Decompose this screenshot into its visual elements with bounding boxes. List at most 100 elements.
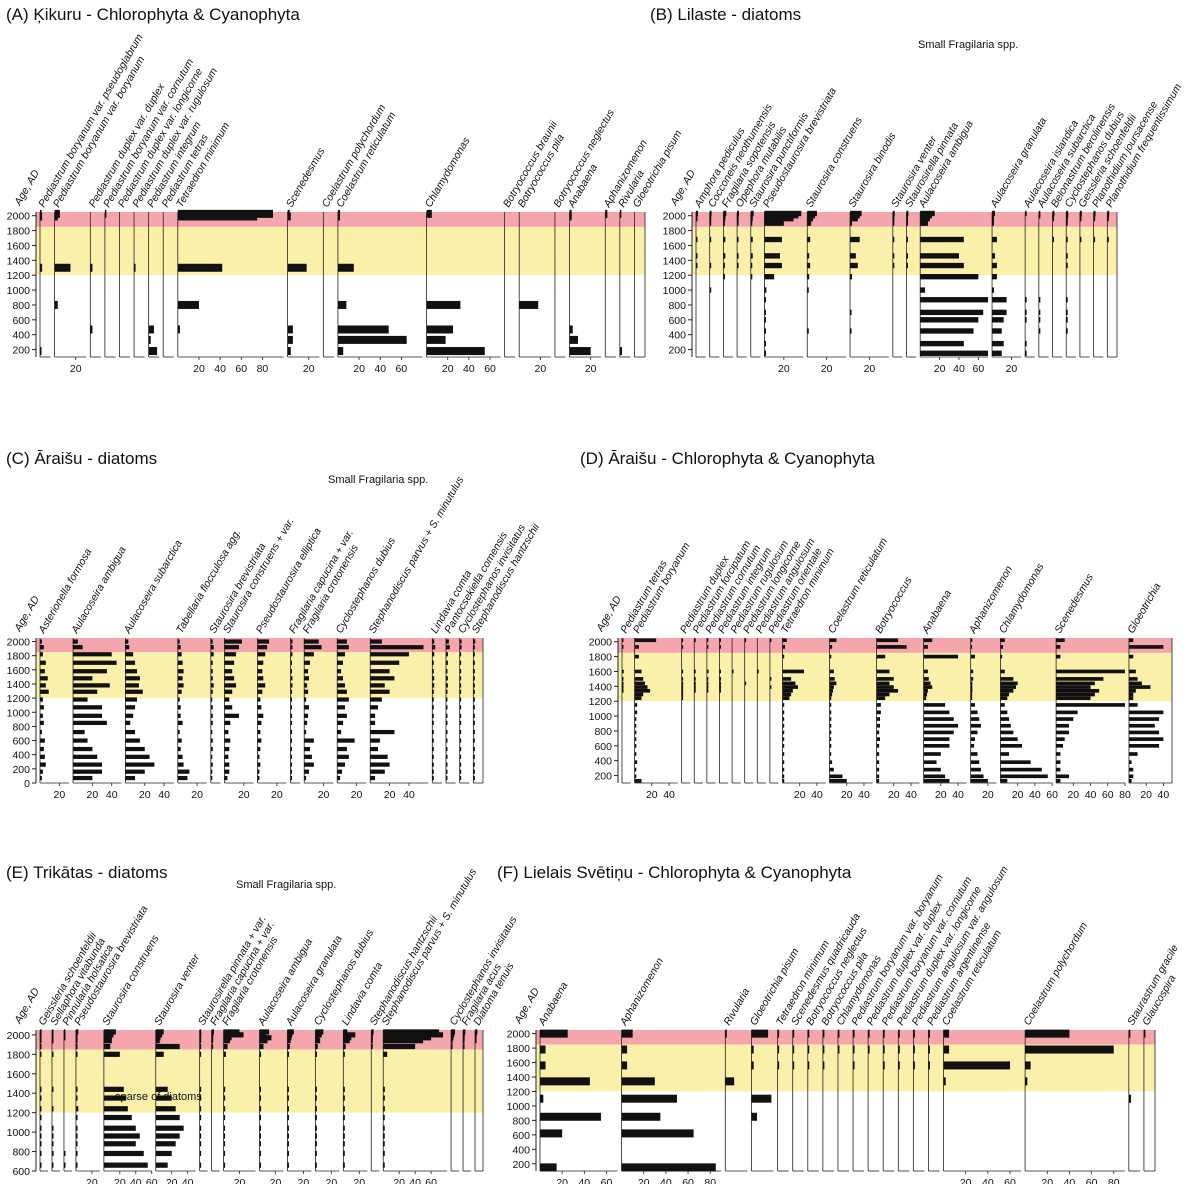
bar — [1128, 730, 1160, 735]
bar — [287, 1032, 293, 1038]
bar — [383, 1114, 385, 1121]
x-tick-label: 20 — [1041, 1177, 1053, 1184]
bar — [445, 660, 448, 665]
bar — [459, 676, 462, 681]
bar — [750, 216, 753, 222]
bar — [75, 1150, 78, 1157]
bar — [75, 1095, 78, 1101]
bar — [473, 660, 475, 665]
bar — [73, 669, 107, 674]
bar — [829, 692, 833, 697]
bar — [177, 263, 223, 272]
age-tick-label: 1200 — [589, 696, 613, 708]
age-tick-label: 1000 — [507, 1101, 531, 1113]
bar — [473, 769, 475, 774]
age-tick-label: 1000 — [7, 285, 31, 297]
bar — [304, 769, 310, 774]
bar — [287, 1029, 294, 1035]
bar — [103, 1095, 127, 1101]
bar — [694, 669, 696, 674]
x-tick-label: 20 — [271, 789, 283, 801]
bar — [259, 1162, 262, 1168]
bar — [459, 762, 462, 767]
bar — [304, 729, 307, 735]
age-tick-label: 2000 — [663, 211, 687, 223]
bar — [782, 737, 785, 741]
bar — [850, 274, 852, 280]
bar — [829, 645, 833, 649]
bar — [719, 688, 721, 693]
bar — [519, 300, 539, 309]
bar — [290, 697, 293, 702]
bar — [769, 685, 772, 689]
x-tick-label: 60 — [1004, 1177, 1016, 1184]
bar — [343, 1035, 352, 1041]
annotation-small-fragilaria: Small Fragilaria spp. — [918, 39, 1018, 51]
bar — [764, 309, 766, 316]
bar — [75, 1051, 78, 1057]
bar — [315, 1051, 317, 1057]
bar — [223, 1125, 226, 1131]
bar — [40, 669, 45, 674]
bar — [923, 737, 950, 741]
bar — [782, 677, 792, 681]
bar — [224, 775, 228, 781]
bar — [737, 236, 739, 243]
bar — [177, 729, 180, 735]
bar — [177, 652, 182, 657]
bar — [853, 1045, 855, 1054]
x-tick-label: 40 — [1064, 1177, 1076, 1184]
bar — [459, 645, 462, 650]
bar — [829, 717, 832, 721]
bar — [432, 660, 434, 665]
bar — [210, 769, 213, 774]
bar — [850, 213, 860, 219]
x-tick-label: 60 — [1046, 789, 1058, 801]
x-tick-label: 20 — [794, 789, 806, 801]
bar — [343, 1086, 345, 1092]
bar — [723, 216, 726, 222]
bar — [445, 720, 448, 725]
bar — [1128, 710, 1164, 715]
age-tick-label: 400 — [668, 330, 686, 342]
panel-title: (E) Trikātas - diatoms — [6, 863, 168, 882]
bar — [634, 767, 637, 772]
bar — [459, 683, 462, 688]
bar — [445, 762, 448, 767]
bar — [210, 683, 214, 688]
bar — [1025, 309, 1027, 316]
bar — [224, 689, 233, 694]
bar — [177, 746, 181, 752]
bar — [432, 676, 435, 681]
bar — [970, 778, 988, 783]
bar — [51, 1106, 54, 1112]
bar — [777, 1061, 780, 1070]
x-tick-label: 40 — [982, 1177, 994, 1184]
bar — [622, 688, 624, 693]
x-tick-label: 20 — [778, 363, 790, 375]
bar — [1000, 677, 1014, 681]
bar — [445, 738, 448, 743]
bar — [73, 746, 93, 752]
x-tick-label: 20 — [54, 789, 66, 801]
bar — [459, 639, 462, 644]
bar — [304, 683, 308, 688]
bar — [923, 723, 959, 728]
bar — [257, 683, 266, 688]
bar — [224, 754, 229, 759]
bar — [850, 253, 856, 259]
bar — [370, 639, 382, 644]
age-tick-label: 400 — [12, 750, 30, 762]
bar — [304, 676, 310, 681]
bar — [1000, 737, 1018, 741]
bar — [1000, 778, 1008, 783]
bar — [621, 1029, 633, 1038]
bar — [40, 1051, 42, 1057]
bar — [634, 638, 657, 643]
bar — [923, 638, 933, 643]
bar — [750, 274, 753, 280]
bar — [1066, 317, 1068, 323]
bar — [177, 325, 180, 334]
bar — [1000, 681, 1018, 686]
bar — [1056, 688, 1100, 693]
